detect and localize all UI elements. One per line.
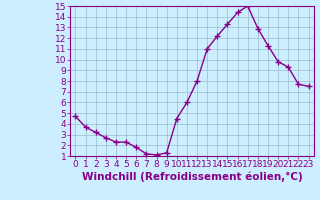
- X-axis label: Windchill (Refroidissement éolien,°C): Windchill (Refroidissement éolien,°C): [82, 172, 302, 182]
